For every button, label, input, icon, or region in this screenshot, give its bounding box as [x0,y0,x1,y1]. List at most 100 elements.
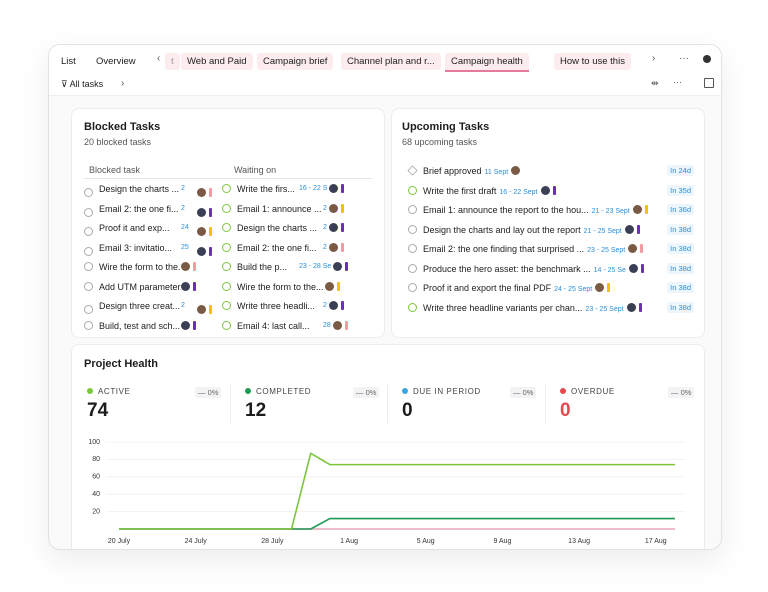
x-tick-label: 9 Aug [493,538,511,545]
task-name[interactable]: Email 2: the one fi... [99,203,179,214]
task-name[interactable]: Build, test and sch... [99,320,181,331]
blocked-row[interactable]: Build, test and sch... [84,319,196,333]
avatar [181,262,190,271]
fit-icon[interactable]: ⇹ [651,78,659,88]
due-label: In 35d [667,184,694,196]
upcoming-row[interactable]: Write three headline variants per chan..… [408,301,642,315]
filter-label[interactable]: All tasks [69,79,104,89]
task-name[interactable]: Email 3: invitatio... [99,242,173,253]
task-name[interactable]: Produce the hero asset: the benchmark ..… [423,263,591,274]
upcoming-row[interactable]: Brief approved 11 Sept [407,164,521,178]
avatar [628,244,638,253]
task-name[interactable]: Brief approved [423,166,482,176]
tab[interactable]: Campaign health [445,53,529,72]
scroll-right[interactable]: › [652,53,656,64]
task-name[interactable]: Write three headline variants per chan..… [423,302,583,313]
waiting-row[interactable]: Email 2: the one fi... 2 [222,241,344,255]
status-icon [222,203,231,213]
task-name[interactable]: Wire the form to the... [99,262,181,272]
task-name[interactable]: Email 1: announce the report to the hou.… [423,205,589,215]
status-icon [408,283,417,292]
task-name[interactable]: Wire the form to the... [237,281,323,292]
task-name[interactable]: Email 1: announce ... [237,203,322,214]
stat-dot [87,388,93,394]
divider [84,178,372,179]
filter[interactable]: ⊽ All tasks [61,79,104,89]
stat-name: OVERDUE [571,387,615,396]
waiting-row[interactable]: Email 4: last call... 28 [222,319,348,333]
tab[interactable]: Campaign brief [257,53,334,70]
x-tick-label: 1 Aug [340,538,358,545]
date: 21 - 25 Sept [583,227,622,235]
priority [638,302,642,312]
tab[interactable]: How to use this [554,53,631,70]
status-icon [222,301,231,310]
tab[interactable]: Channel plan and r... [341,53,441,70]
tab[interactable]: Web and Paid [181,53,253,70]
date: 25 [181,243,189,251]
blocked-row[interactable]: Email 3: invitatio... 25 [84,241,212,256]
task-name[interactable]: Proof it and exp... [99,223,170,233]
blocked-row[interactable]: Wire the form to the... [84,260,196,274]
stat-name: ACTIVE [98,387,131,396]
task-name[interactable]: Email 2: the one fi... [237,242,317,253]
avatar [632,205,642,214]
tab[interactable]: Overview [96,56,136,67]
status-icon [84,320,93,330]
column-header: Waiting on [234,165,277,175]
add-tab[interactable] [703,55,711,63]
upcoming-row[interactable]: Write the first draft 16 - 22 Sept [408,184,556,198]
task-name[interactable]: Design the charts ... [99,184,180,194]
task-name[interactable]: Proof it and export the final PDF [423,283,552,293]
health-card: Project Health ACTIVE 74 — 0% COMPLETED 12 — … [71,344,705,549]
waiting-row[interactable]: Design the charts ... 2 [222,221,344,235]
task-name[interactable]: Design the charts and lay out the report [423,224,581,235]
task-name[interactable]: Write the firs... [237,184,295,194]
due-label: In 38d [667,223,694,235]
task-name[interactable]: Write the first draft [423,185,497,196]
status-icon [222,242,231,252]
task-name[interactable]: Add UTM parameter... [99,281,181,292]
chevron[interactable]: › [121,78,125,89]
avatar [511,166,521,175]
upcoming-row[interactable]: Design the charts and lay out the report… [408,223,640,237]
date: 24 - 25 Sept [554,286,593,293]
date: 2 [181,204,185,212]
task-name[interactable]: Email 4: last call... [237,320,310,331]
blocked-row[interactable]: Design the charts ... 2 [84,182,212,197]
upcoming-row[interactable]: Email 2: the one finding that surprised … [408,242,644,256]
avatar [197,227,206,236]
x-tick-label: 13 Aug [568,538,590,545]
upcoming-row[interactable]: Proof it and export the final PDF 24 - 25… [408,281,611,295]
blocked-row[interactable]: Proof it and exp... 24 [84,221,212,236]
options[interactable]: ··· [673,77,682,87]
waiting-row[interactable]: Write the firs... 16 - 22 S [222,182,345,196]
blocked-row[interactable]: Design three creat...2 [84,299,212,314]
blocked-card: Blocked Tasks 20 blocked tasks Blocked t… [71,108,385,338]
stat-name: DUE IN PERIOD [413,387,481,396]
blocked-row[interactable]: Email 2: the one fi... 2 [84,202,212,217]
upcoming-row[interactable]: Email 1: announce the report to the hou.… [408,203,648,217]
panel-icon[interactable] [704,78,714,88]
blocked-row[interactable]: Add UTM parameter... [84,280,196,294]
task-name[interactable]: Write three headli... [237,301,315,311]
date: 23 - 25 Sept [585,305,624,313]
more[interactable]: ··· [679,53,689,64]
waiting-row[interactable]: Email 1: announce ...2 [222,202,344,216]
task-name[interactable]: Design three creat... [99,301,181,311]
waiting-row[interactable]: Wire the form to the... [222,280,340,294]
priority [340,203,344,213]
scroll-left[interactable]: ‹ [157,53,161,64]
waiting-row[interactable]: Build the p... 23 - 28 Se [222,260,349,274]
tab[interactable]: List [61,56,76,67]
task-name[interactable]: Email 2: the one finding that surprised … [423,244,585,254]
task-name[interactable]: Build the p... [237,262,288,272]
upcoming-row[interactable]: Produce the hero asset: the benchmark ..… [408,262,644,276]
waiting-row[interactable]: Write three headli... 2 [222,299,344,313]
y-tick-label: 80 [92,456,100,463]
tab[interactable]: t [165,53,180,70]
stat-label: DUE IN PERIOD [402,387,481,396]
status-icon [408,302,417,312]
task-name[interactable]: Design the charts ... [237,223,318,233]
priority [340,223,344,232]
